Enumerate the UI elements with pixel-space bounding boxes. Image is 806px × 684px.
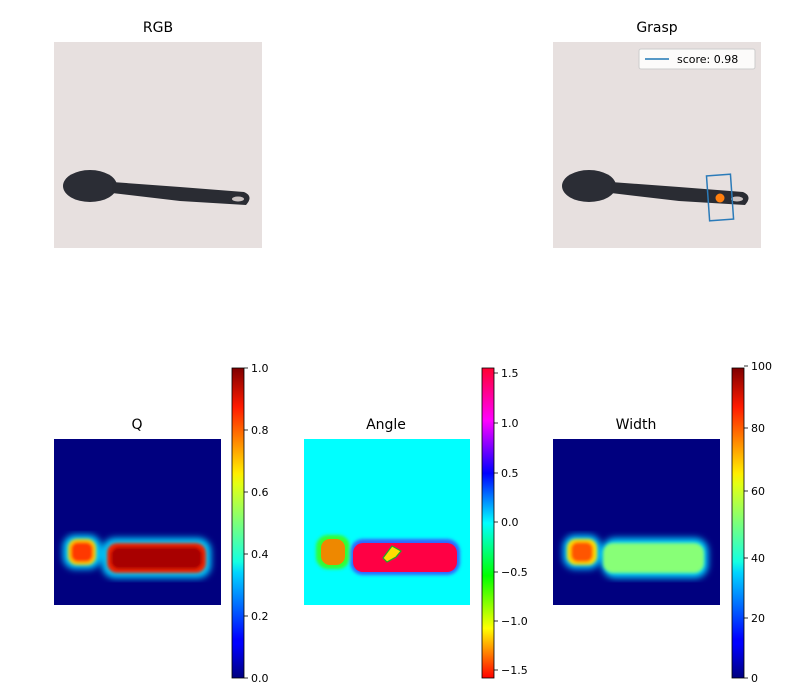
grasp-title: Grasp [636,20,678,36]
angle-tick-0: −1.5 [501,664,528,677]
q-tick-3: 0.6 [251,486,269,499]
legend-label: score: 0.98 [677,53,738,66]
angle-tick-6: 1.5 [501,367,519,380]
width-tick-5: 100 [751,360,772,373]
angle-tick-3: 0.0 [501,516,519,529]
width-colorbar-ticks [744,365,748,679]
angle-colorbar [481,367,495,679]
q-colorbar [231,367,245,679]
width-tick-4: 80 [751,422,765,435]
q-tick-1: 0.2 [251,610,269,623]
width-colorbar [731,367,745,679]
q-tick-5: 1.0 [251,362,269,375]
grasp-image [553,42,761,248]
grasp-legend: score: 0.98 [638,48,756,70]
q-tick-4: 0.8 [251,424,269,437]
angle-tick-5: 1.0 [501,417,519,430]
angle-tick-1: −1.0 [501,615,528,628]
angle-tick-2: −0.5 [501,566,528,579]
q-tick-0: 0.0 [251,672,269,684]
grasp-center-point [715,193,725,203]
rgb-title: RGB [142,20,174,36]
angle-title: Angle [366,417,406,433]
width-tick-0: 0 [751,672,758,684]
width-tick-2: 40 [751,552,765,565]
angle-colorbar-ticks [494,372,498,671]
angle-tick-4: 0.5 [501,467,519,480]
width-map [553,439,720,605]
q-tick-2: 0.4 [251,548,269,561]
width-tick-1: 20 [751,612,765,625]
width-title: Width [615,417,657,433]
q-title: Q [131,417,143,433]
width-tick-3: 60 [751,485,765,498]
grasp-rectangle [705,173,735,222]
angle-map [304,439,470,605]
q-map [54,439,221,605]
rgb-image [54,42,262,248]
q-colorbar-ticks [244,367,248,679]
